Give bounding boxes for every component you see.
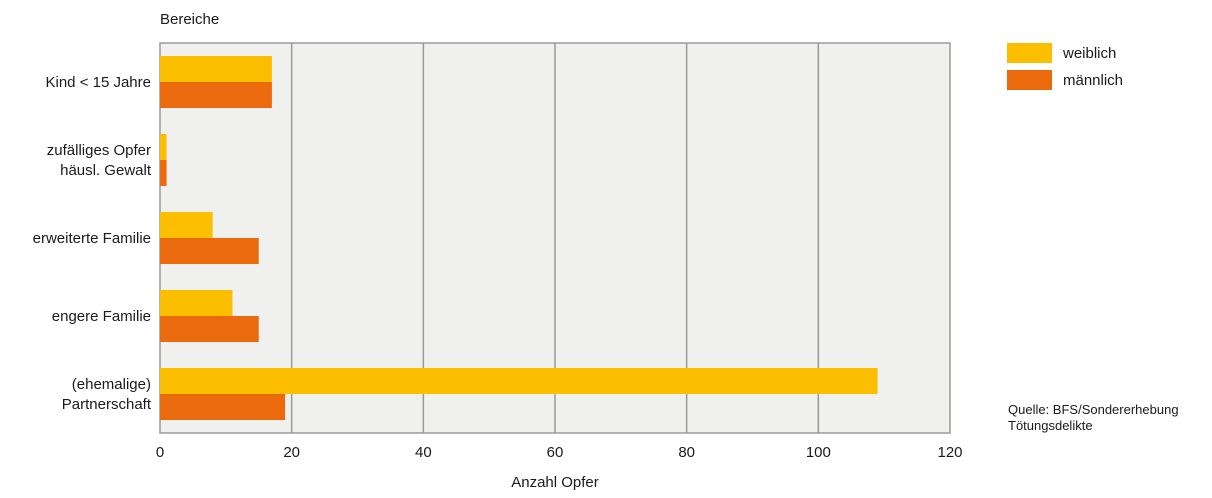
category-label-line: zufälliges Opfer (47, 142, 151, 159)
bar-weiblich (160, 134, 167, 160)
category-labels: Kind < 15 Jahre zufälliges Opfer häusl. Ge… (33, 74, 152, 413)
legend-swatch (1007, 43, 1052, 63)
source-line-2: Tötungsdelikte (1008, 418, 1093, 433)
category-label: Kind < 15 Jahre (46, 74, 152, 91)
category-label: erweiterte Familie (33, 230, 151, 247)
category-label-line: engere Familie (52, 308, 151, 325)
bar-weiblich (160, 56, 272, 82)
legend-label: männlich (1063, 72, 1123, 89)
x-tick-label: 60 (547, 444, 564, 461)
category-label-line: erweiterte Familie (33, 230, 151, 247)
bar-männlich (160, 82, 272, 108)
legend-label: weiblich (1062, 45, 1116, 62)
x-tick-label: 80 (678, 444, 695, 461)
bar-männlich (160, 238, 259, 264)
x-tick-label: 20 (283, 444, 300, 461)
category-label-line: häusl. Gewalt (60, 162, 152, 179)
legend: weiblich männlich (1007, 43, 1123, 90)
category-label: zufälliges Opfer häusl. Gewalt (47, 142, 152, 179)
legend-swatch (1007, 70, 1052, 90)
category-label-line: Partnerschaft (62, 396, 152, 413)
x-tick-labels: 0 20 40 60 80 100 120 (156, 444, 963, 461)
x-tick-label: 0 (156, 444, 164, 461)
y-axis-title: Bereiche (160, 11, 219, 28)
x-tick-label: 40 (415, 444, 432, 461)
category-label: engere Familie (52, 308, 151, 325)
bar-männlich (160, 394, 286, 420)
source-note: Quelle: BFS/Sondererhebung Tötungsdelikt… (1008, 402, 1182, 433)
bar-weiblich (160, 212, 213, 238)
bars (160, 56, 878, 420)
x-tick-label: 120 (937, 444, 962, 461)
x-tick-label: 100 (806, 444, 831, 461)
bar-männlich (160, 316, 259, 342)
category-label: (ehemalige) Partnerschaft (62, 376, 152, 413)
x-axis-label: Anzahl Opfer (511, 474, 599, 491)
bar-männlich (160, 160, 167, 186)
bar-weiblich (160, 368, 878, 394)
category-label-line: Kind < 15 Jahre (46, 74, 152, 91)
bar-weiblich (160, 290, 233, 316)
category-label-line: (ehemalige) (72, 376, 151, 393)
source-line-1: Quelle: BFS/Sondererhebung (1008, 402, 1179, 417)
